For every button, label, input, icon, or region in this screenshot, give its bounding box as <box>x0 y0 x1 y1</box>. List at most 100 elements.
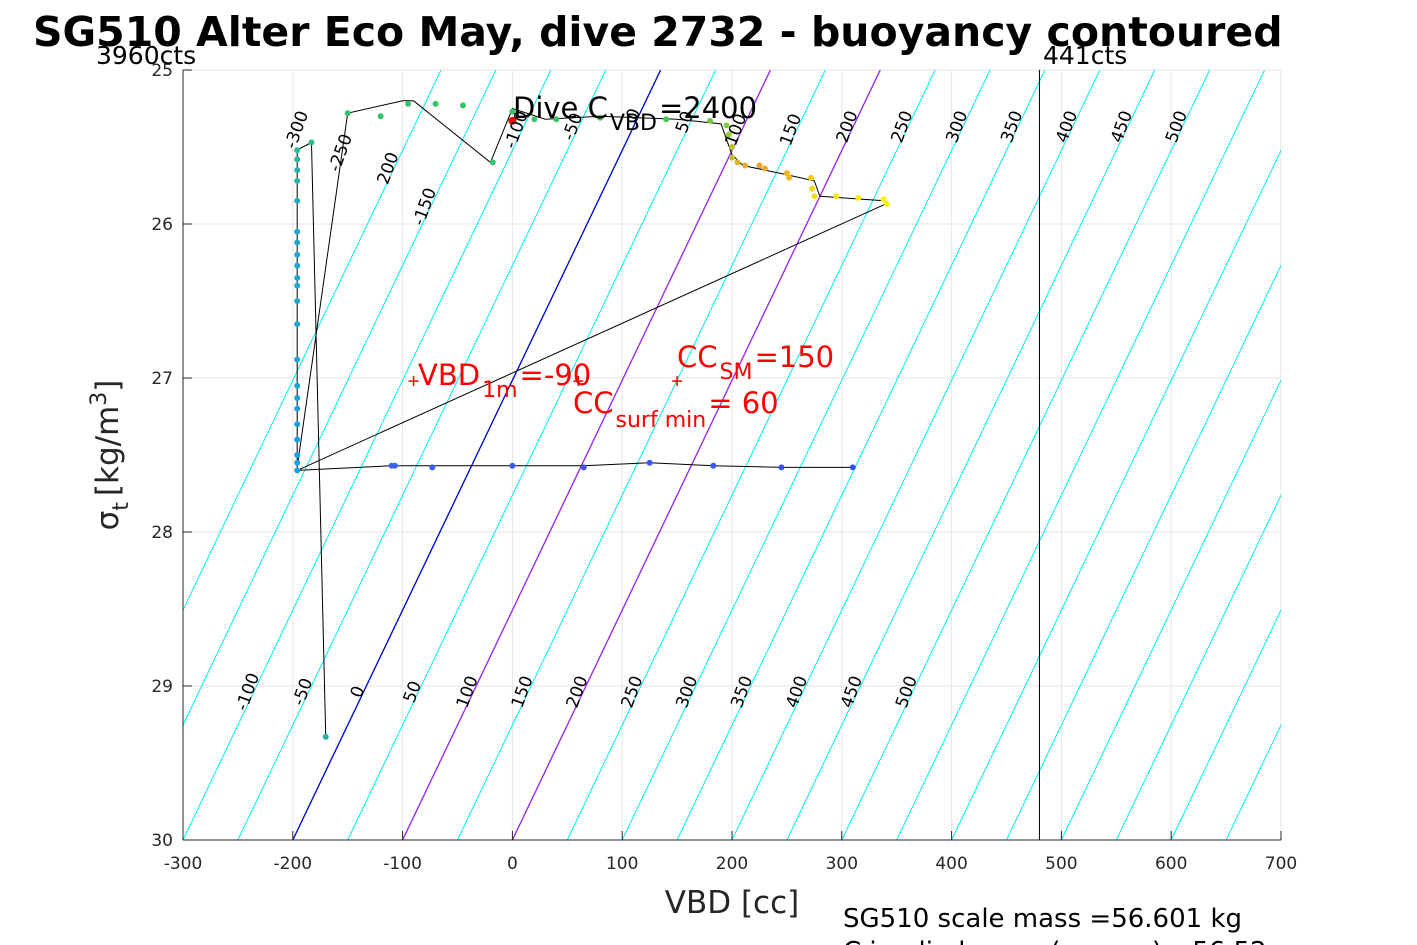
data-point <box>294 421 301 428</box>
dive-c-vbd-suffix: =2400 <box>659 91 757 125</box>
contour-line <box>237 70 607 840</box>
dive-c-vbd-sub: VBD <box>610 111 657 136</box>
cc-surf-min-prefix: CC <box>573 386 614 420</box>
data-point <box>710 462 717 469</box>
x-tick-label: 700 <box>1265 854 1297 874</box>
y-tick-label: 30 <box>151 831 173 851</box>
data-point <box>294 197 301 204</box>
x-tick-label: -300 <box>164 854 203 874</box>
data-point <box>729 144 735 150</box>
vbd-min-count-label: 3960cts <box>96 41 196 70</box>
contour-line <box>1006 264 1281 840</box>
data-point <box>294 298 301 304</box>
data-point <box>294 452 301 458</box>
data-point <box>377 113 384 120</box>
y-axis-label-end: ] <box>90 380 126 392</box>
reference-line <box>511 70 881 840</box>
data-point <box>509 462 516 469</box>
data-point <box>849 464 856 471</box>
vbd-1m-suffix: =-90 <box>520 358 592 392</box>
y-axis-label-unit: [kg/m <box>90 406 126 496</box>
data-point <box>294 156 301 163</box>
data-point <box>597 114 604 121</box>
contour-line <box>1115 494 1281 840</box>
data-point <box>294 382 301 389</box>
contour-line <box>183 70 497 727</box>
x-tick-label: -200 <box>274 854 313 874</box>
vbd-1m-prefix: VBD <box>418 358 480 392</box>
data-point <box>646 459 653 466</box>
dive-points <box>294 100 890 740</box>
data-point <box>489 159 496 166</box>
data-point <box>294 282 301 289</box>
data-point <box>322 733 329 740</box>
dive-path <box>296 100 887 737</box>
data-point <box>344 110 351 117</box>
data-point <box>729 154 735 161</box>
cc-surf-min-sub: surf min <box>616 408 707 433</box>
data-point <box>294 251 301 258</box>
y-tick-label: 29 <box>151 677 173 697</box>
vbd-1m-sub: 1m <box>482 378 517 403</box>
data-point <box>294 177 301 184</box>
data-point <box>808 174 815 181</box>
data-point <box>580 464 587 471</box>
y-axis-label: σt [kg/m3] <box>87 380 134 531</box>
data-point <box>405 100 412 107</box>
cc-sm-suffix: =150 <box>754 340 834 374</box>
data-point <box>734 159 741 166</box>
contour-line <box>457 70 826 840</box>
x-tick-label: 100 <box>606 854 638 874</box>
reference-line <box>292 70 662 840</box>
data-point <box>707 117 714 124</box>
data-point <box>855 194 862 201</box>
x-tick-label: 600 <box>1155 854 1187 874</box>
contour-line <box>731 70 1101 840</box>
y-axis-label-sub: t <box>109 502 134 511</box>
cc-sm-label: CCSM=150 <box>677 340 834 385</box>
vbd-max-count-label: 441cts <box>1043 41 1127 70</box>
dive-c-vbd-label: Dive CVBD=2400 <box>513 91 757 136</box>
x-tick-label: 500 <box>1045 854 1077 874</box>
data-point <box>883 200 890 207</box>
cc-surf-min-label: CCsurf min= 60 <box>573 386 779 433</box>
contour-line <box>676 70 1046 840</box>
cross-marks <box>408 376 683 387</box>
data-point <box>294 228 301 235</box>
data-point <box>294 239 301 246</box>
contour-line <box>786 70 1156 840</box>
implied-mass-text: C implied mass (opener) =56.52 <box>843 937 1267 945</box>
contour-line <box>896 70 1265 840</box>
data-point <box>429 464 436 471</box>
x-tick-label: 200 <box>716 854 748 874</box>
x-axis-label: VBD [cc] <box>665 885 799 921</box>
chart-title: SG510 Alter Eco May, dive 2732 - buoyanc… <box>33 8 1283 56</box>
y-tick-label: 27 <box>151 369 173 389</box>
y-tick-label: 26 <box>151 215 173 235</box>
data-point <box>880 196 887 203</box>
x-tick-label: 300 <box>826 854 858 874</box>
data-point <box>809 185 816 192</box>
data-point <box>725 131 732 138</box>
data-point <box>459 102 466 109</box>
x-tick-label: -100 <box>383 854 422 874</box>
cc-surf-min-suffix: = 60 <box>708 386 778 420</box>
data-point <box>742 162 749 169</box>
dive-c-vbd-prefix: Dive C <box>513 91 608 125</box>
data-point <box>294 459 301 466</box>
data-point <box>294 262 301 269</box>
scale-mass-text: SG510 scale mass =56.601 kg <box>843 904 1242 934</box>
data-point <box>294 147 301 154</box>
data-point <box>786 174 793 181</box>
data-point <box>294 405 301 412</box>
data-point <box>294 436 301 443</box>
y-axis-label-sup: 3 <box>87 392 112 406</box>
dive-c-vbd-marker <box>508 116 517 125</box>
contour-line <box>841 70 1211 840</box>
data-point <box>783 170 790 177</box>
data-point <box>531 116 538 123</box>
cc-sm-sub: SM <box>720 360 753 385</box>
data-point <box>294 356 301 363</box>
reference-lines <box>292 70 881 840</box>
